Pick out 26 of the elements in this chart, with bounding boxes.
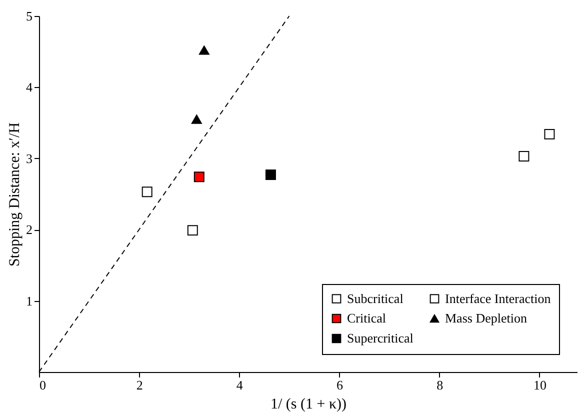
point [265, 170, 276, 180]
legend-label: Subcritical [347, 290, 404, 306]
y-tick-label: 1 [26, 293, 32, 308]
point [518, 151, 530, 162]
x-tick-label: 2 [136, 378, 143, 392]
legend-label: Mass Depletion [445, 310, 528, 326]
x-axis-title: 1/ (s (1 + κ)) [270, 396, 347, 412]
x-tick-label: 8 [436, 378, 444, 392]
legend-label: Interface Interaction [445, 290, 552, 306]
x-tick-label: 4 [236, 378, 244, 392]
y-tick-label: 4 [26, 80, 33, 95]
x-tick-label: 6 [336, 378, 344, 392]
legend-label: Supercritical [347, 330, 414, 346]
point [142, 186, 152, 198]
legend-label: Critical [347, 310, 386, 326]
point [191, 114, 202, 124]
y-tick-label: 3 [26, 150, 32, 166]
point [198, 46, 210, 55]
x-tick-label: 10 [533, 378, 546, 392]
point [544, 128, 555, 140]
y-tick-label: 5 [26, 8, 32, 24]
point [194, 172, 204, 182]
point [187, 225, 198, 236]
y-tick-label: 2 [26, 222, 32, 238]
x-tick-label: 0 [40, 378, 46, 392]
y-axis-title: Stopping Distance: x′/H [7, 122, 23, 267]
